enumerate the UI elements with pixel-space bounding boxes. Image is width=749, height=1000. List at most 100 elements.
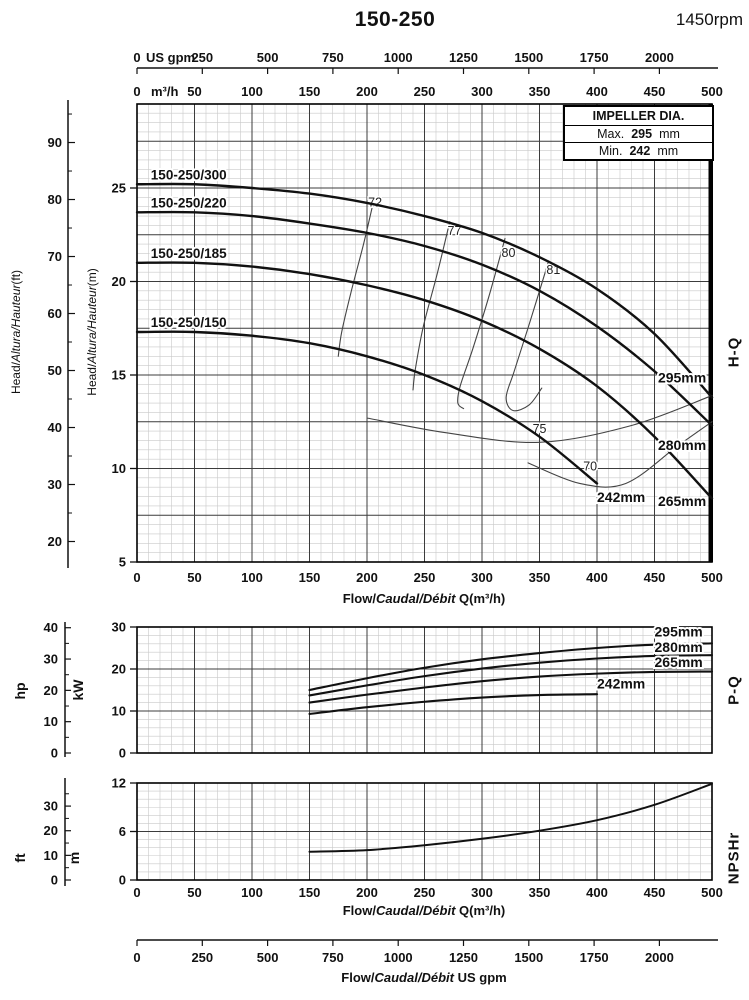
hq-right-border (708, 104, 713, 562)
svg-text:250: 250 (414, 885, 436, 900)
svg-text:265mm: 265mm (655, 654, 703, 670)
npshr-x-ticks: 0 50 100 150 200 250 300 350 400 450 500 (133, 885, 722, 900)
npshr-ft-axis: 0 10 20 30 (44, 778, 71, 888)
impeller-max-row: Max. 295 mm (565, 126, 712, 142)
svg-text:60: 60 (48, 306, 62, 321)
svg-text:10: 10 (112, 461, 126, 476)
svg-text:150: 150 (299, 570, 321, 585)
svg-text:50: 50 (187, 570, 201, 585)
npshr-m-axis: 0 6 12 (112, 776, 137, 888)
svg-text:295mm: 295mm (655, 624, 703, 640)
svg-text:150: 150 (299, 885, 321, 900)
svg-text:1500: 1500 (514, 50, 543, 65)
svg-text:0: 0 (51, 873, 58, 888)
hq-curve-150-250-150 (135, 330, 599, 485)
hq-m-axis: 5 10 15 20 25 (112, 181, 137, 570)
svg-text:2000: 2000 (645, 950, 674, 965)
head-ft-axis-title: Head/Altura/Hauteur(ft) (9, 269, 23, 395)
section-label-hq: H-Q (725, 336, 743, 368)
svg-text:0: 0 (119, 746, 126, 761)
impeller-min-label: Min. (598, 144, 623, 158)
pq-grid (136, 626, 713, 754)
hq-grid (136, 103, 713, 563)
section-label-npshr: NPSHr (725, 831, 743, 885)
svg-text:400: 400 (586, 84, 608, 99)
svg-text:10: 10 (44, 848, 58, 863)
pq-curve-295mm (308, 642, 714, 692)
npshr-line (308, 782, 713, 853)
pq-curve-280mm (308, 654, 714, 697)
svg-text:150-250/150: 150-250/150 (151, 315, 227, 330)
svg-text:450: 450 (644, 570, 666, 585)
svg-text:1500: 1500 (514, 950, 543, 965)
svg-text:280mm: 280mm (655, 639, 703, 655)
svg-text:1000: 1000 (384, 950, 413, 965)
pq-hp-axis: 0 10 20 30 40 (44, 620, 71, 761)
svg-text:295mm: 295mm (658, 369, 706, 385)
hq-curve-150-250-300 (135, 182, 714, 399)
svg-text:1750: 1750 (580, 50, 609, 65)
svg-text:150-250/185: 150-250/185 (151, 246, 227, 261)
m-axis-title: m (66, 851, 82, 865)
efficiency-contour-80 (457, 237, 506, 410)
impeller-max-value: 295 (631, 127, 653, 141)
svg-text:750: 750 (322, 50, 344, 65)
impeller-min-unit: mm (657, 144, 679, 158)
ft-axis-title: ft (12, 853, 28, 863)
efficiency-contour-77 (412, 221, 451, 391)
svg-text:500: 500 (257, 950, 279, 965)
svg-text:12: 12 (112, 776, 126, 791)
impeller-min-row: Min. 242 mm (565, 142, 712, 159)
svg-text:265mm: 265mm (658, 493, 706, 509)
svg-text:350: 350 (529, 84, 551, 99)
hq-ft-axis: 20 30 40 50 60 70 80 90 (48, 100, 75, 568)
svg-text:0: 0 (51, 746, 58, 761)
svg-text:350: 350 (529, 885, 551, 900)
bottom-gpm-axis: 0 250 500 750 1000 1250 1500 1750 2000 (133, 939, 718, 965)
impeller-max-label: Max. (597, 127, 625, 141)
svg-text:0: 0 (133, 570, 140, 585)
svg-text:77: 77 (448, 224, 462, 238)
rpm-label: 1450rpm (675, 10, 743, 29)
svg-text:300: 300 (471, 570, 493, 585)
svg-text:1250: 1250 (449, 50, 478, 65)
chart-title: 150-250 (354, 8, 436, 31)
svg-text:10: 10 (44, 714, 58, 729)
npshr-flow-axis-title: Flow/Caudal/Débit Q(m³/h) (342, 903, 506, 918)
svg-text:350: 350 (529, 570, 551, 585)
hq-curve-150-250-220 (135, 210, 714, 427)
svg-text:500: 500 (701, 885, 723, 900)
svg-text:200: 200 (356, 84, 378, 99)
svg-text:400: 400 (586, 885, 608, 900)
svg-text:500: 500 (257, 50, 279, 65)
svg-text:80: 80 (502, 246, 516, 260)
svg-text:10: 10 (112, 704, 126, 719)
svg-text:40: 40 (44, 620, 58, 635)
svg-text:50: 50 (48, 363, 62, 378)
svg-text:1250: 1250 (449, 950, 478, 965)
svg-text:280mm: 280mm (658, 437, 706, 453)
svg-text:6: 6 (119, 824, 126, 839)
svg-text:30: 30 (112, 620, 126, 635)
top-m3h-unit-label: m³/h (151, 84, 179, 99)
svg-text:100: 100 (241, 84, 263, 99)
impeller-dia-box: IMPELLER DIA. Max. 295 mm Min. 242 mm (563, 105, 714, 161)
svg-text:30: 30 (44, 652, 58, 667)
svg-text:750: 750 (322, 950, 344, 965)
hp-axis-title: hp (12, 682, 28, 700)
svg-text:20: 20 (44, 683, 58, 698)
efficiency-contour-75 (366, 395, 713, 444)
svg-text:300: 300 (471, 885, 493, 900)
svg-text:20: 20 (48, 534, 62, 549)
svg-text:200: 200 (356, 885, 378, 900)
svg-text:70: 70 (48, 249, 62, 264)
svg-text:50: 50 (187, 885, 201, 900)
svg-text:20: 20 (112, 662, 126, 677)
top-gpm-unit-label: US gpm (146, 50, 196, 65)
svg-text:100: 100 (241, 885, 263, 900)
svg-text:150-250/300: 150-250/300 (151, 167, 227, 182)
